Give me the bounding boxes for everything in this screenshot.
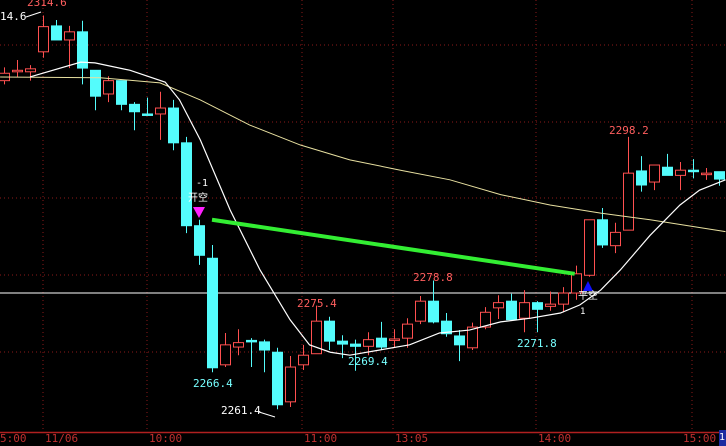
candle-down xyxy=(168,107,179,144)
candle-down xyxy=(454,335,465,346)
candle-down xyxy=(662,166,673,176)
candle-up xyxy=(233,342,244,348)
candle-down xyxy=(51,25,62,41)
candle-up xyxy=(701,172,712,176)
candle-down xyxy=(532,302,543,310)
candle-up xyxy=(467,326,478,349)
candle-down xyxy=(441,320,452,335)
x-tick: 10:00 xyxy=(149,432,183,445)
x-tick: 15:00 xyxy=(683,432,717,445)
candle-up xyxy=(285,366,296,403)
candle-down xyxy=(688,169,699,173)
candle-down xyxy=(207,257,218,369)
candle-down xyxy=(428,300,439,323)
candle-up xyxy=(649,164,660,183)
short-signal-label: 开空 xyxy=(188,193,208,204)
x-tick: 11:00 xyxy=(304,432,338,445)
candle-up xyxy=(64,31,75,41)
candle-down xyxy=(142,113,153,116)
end-marker[interactable]: 1 xyxy=(719,430,726,446)
candle-down xyxy=(337,340,348,345)
candle-up xyxy=(12,69,23,73)
candle-down xyxy=(714,171,725,180)
trendline xyxy=(211,217,575,276)
cover-signal-triangle-icon xyxy=(583,281,593,291)
candle-down xyxy=(116,80,127,105)
candle-up xyxy=(298,354,309,366)
candle-down xyxy=(259,341,270,351)
price-label-low: 2261.4 xyxy=(221,404,261,417)
price-label-high: 2278.8 xyxy=(413,271,453,284)
short-signal-triangle-icon xyxy=(193,207,205,218)
price-label-low: 2271.8 xyxy=(517,337,557,350)
candle-up xyxy=(675,169,686,176)
candle-down xyxy=(350,343,361,347)
candle-down xyxy=(597,219,608,246)
candle-up xyxy=(155,107,166,115)
candle-up xyxy=(402,323,413,339)
price-label-low: 2269.4 xyxy=(348,355,388,368)
x-tick: 13:05 xyxy=(395,432,429,445)
cover-signal-count: 1 xyxy=(580,307,586,317)
candle-up xyxy=(519,302,530,319)
candle-down xyxy=(77,31,88,69)
price-label-high: 2298.2 xyxy=(609,124,649,137)
price-label-high: 2275.4 xyxy=(297,297,337,310)
candle-up xyxy=(311,320,322,355)
label-connector xyxy=(25,11,42,18)
candle-up xyxy=(415,300,426,322)
candle-down xyxy=(376,337,387,348)
x-tick: 5:00 xyxy=(0,432,27,445)
candle-down xyxy=(246,339,257,343)
candle-up xyxy=(103,80,114,95)
candle-down xyxy=(506,300,517,321)
x-tick: 14:00 xyxy=(538,432,572,445)
candle-up xyxy=(493,302,504,309)
price-label-low: 2266.4 xyxy=(193,377,233,390)
candle-up xyxy=(389,338,400,341)
candle-up xyxy=(25,68,36,73)
moving-average-short xyxy=(29,61,726,356)
candle-up xyxy=(623,172,634,231)
candle-down xyxy=(194,225,205,256)
candle-up xyxy=(571,273,582,294)
price-label-high: 2314.6 xyxy=(27,0,67,9)
candle-up xyxy=(220,344,231,366)
cover-signal-label: 平空 xyxy=(578,291,598,302)
candle-down xyxy=(181,142,192,227)
candle-up xyxy=(610,231,621,247)
candle-down xyxy=(90,69,101,97)
candle-down xyxy=(272,351,283,406)
moving-average-long xyxy=(0,76,726,233)
candle-up xyxy=(584,219,595,276)
candle-up xyxy=(480,311,491,328)
candle-down xyxy=(129,103,140,113)
short-signal-count: -1 xyxy=(196,178,209,189)
candle-down xyxy=(636,170,647,186)
candle-up xyxy=(545,303,556,307)
x-tick: 11/06 xyxy=(45,432,79,445)
label-connector xyxy=(258,411,276,418)
candle-up xyxy=(363,339,374,347)
candle-down xyxy=(324,320,335,342)
candle-up xyxy=(38,26,49,53)
price-label-left: 14.6 xyxy=(0,10,27,23)
candle-up xyxy=(558,292,569,305)
